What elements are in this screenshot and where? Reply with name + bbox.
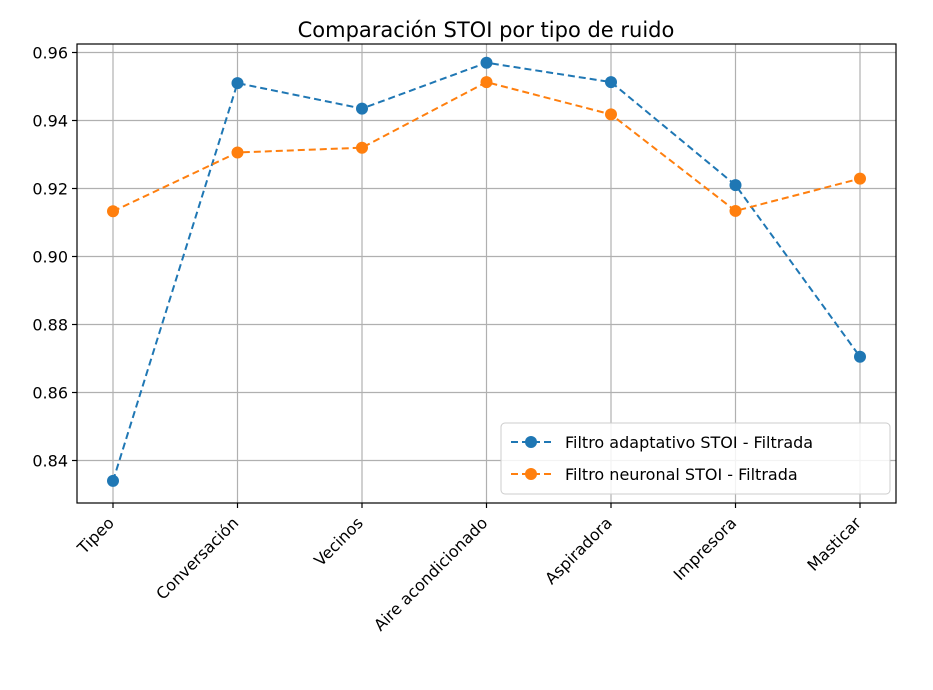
y-tick-label: 0.94 <box>32 112 68 131</box>
data-point <box>729 204 742 217</box>
y-axis: 0.84 0.86 0.88 0.90 0.92 0.94 0.96 <box>32 44 77 471</box>
data-point <box>480 56 493 69</box>
legend: Filtro adaptativo STOI - Filtrada Filtro … <box>500 422 891 495</box>
x-tick-label: Conversación <box>152 513 242 603</box>
data-point <box>605 76 617 89</box>
x-axis: Tipeo Conversación Vecinos Aire acondiciona… <box>73 503 865 635</box>
x-tick-label: Aire acondicionado <box>370 513 491 634</box>
y-tick-label: 0.86 <box>32 384 68 403</box>
legend-label-2: Filtro neuronal STOI - Filtrada <box>565 465 798 484</box>
data-point <box>107 474 119 487</box>
legend-marker-2 <box>525 468 537 480</box>
data-point <box>729 179 742 192</box>
y-tick-label: 0.96 <box>32 44 68 63</box>
data-point <box>107 205 119 218</box>
data-point <box>356 141 368 154</box>
x-tick-label: Vecinos <box>310 513 367 570</box>
data-point <box>480 76 493 89</box>
data-point <box>854 172 866 185</box>
y-tick-label: 0.84 <box>32 452 68 471</box>
y-tick-label: 0.92 <box>32 180 68 199</box>
data-point <box>231 77 244 90</box>
data-point <box>356 102 368 115</box>
series-layer <box>107 56 866 487</box>
data-point <box>231 146 244 159</box>
x-tick-label: Masticar <box>803 513 865 575</box>
x-tick-label: Tipeo <box>73 513 118 558</box>
data-point <box>605 108 617 121</box>
x-tick-label: Aspiradora <box>541 513 616 588</box>
y-tick-label: 0.88 <box>32 316 68 335</box>
y-tick-label: 0.90 <box>32 248 68 267</box>
x-tick-label: Impresora <box>670 513 741 584</box>
data-point <box>854 350 866 363</box>
legend-marker-1 <box>525 436 537 448</box>
legend-box <box>500 422 891 495</box>
chart-title: Comparación STOI por tipo de ruido <box>298 18 675 42</box>
legend-label-1: Filtro adaptativo STOI - Filtrada <box>565 433 813 452</box>
